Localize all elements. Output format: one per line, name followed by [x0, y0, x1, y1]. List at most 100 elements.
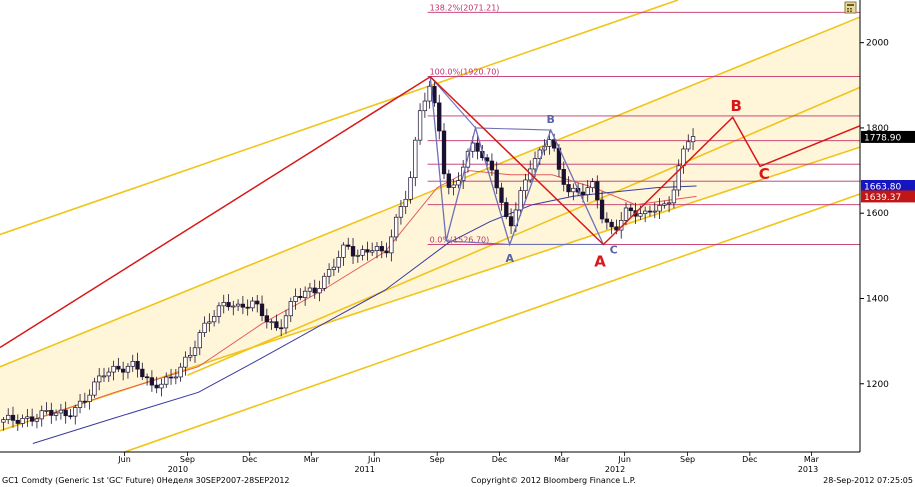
candle-body	[192, 347, 198, 356]
x-month-label: Mar	[304, 455, 320, 464]
candle-body	[326, 269, 332, 277]
candle-body	[34, 418, 40, 422]
candle-body	[403, 198, 408, 207]
candle-body	[130, 360, 135, 367]
footer-center: Copyright© 2012 Bloomberg Finance L.P.	[471, 476, 636, 485]
x-month-label: Dec	[242, 455, 257, 464]
y-tick-label: 1400	[866, 294, 889, 304]
candle-body	[264, 315, 269, 323]
blue-wave-segment	[446, 240, 510, 246]
candle-body	[298, 295, 303, 298]
x-month-label: Mar	[554, 455, 570, 464]
x-month-label: Jun	[617, 455, 631, 464]
candle-body	[350, 246, 356, 257]
candle-body	[53, 412, 59, 416]
candle-body	[30, 416, 35, 422]
fib-level-label: 138.2%(2071.21)	[430, 3, 500, 12]
candle-body	[614, 226, 619, 231]
candle-body	[15, 419, 20, 424]
candle-body	[341, 244, 346, 258]
candle-body	[135, 360, 140, 370]
candle-body	[662, 203, 667, 206]
red-wave-label: A	[594, 253, 606, 271]
red-wave-label: C	[759, 165, 770, 183]
candle-body	[274, 321, 279, 329]
candle-body	[44, 410, 49, 412]
candle-body	[657, 204, 662, 212]
candle-body	[87, 394, 92, 402]
candle-body	[647, 210, 653, 213]
price-tag-box	[861, 130, 915, 143]
candle-body	[599, 199, 605, 220]
candle-body	[552, 139, 557, 149]
channel-line-outer-upper	[0, 0, 679, 236]
candle-body	[671, 189, 677, 204]
candle-body	[279, 327, 284, 330]
candle-body	[355, 254, 360, 257]
candle-body	[532, 158, 538, 170]
candle-body	[144, 376, 150, 379]
candle-body	[73, 407, 78, 417]
blue-wave-path	[429, 76, 604, 247]
candle-body	[231, 305, 236, 308]
candle-body	[365, 249, 370, 253]
candle-body	[168, 376, 174, 379]
candle-body	[111, 365, 116, 373]
candle-body	[623, 207, 629, 221]
candle-body	[638, 213, 643, 217]
x-month-label: Jun	[367, 455, 381, 464]
candle-body	[39, 410, 44, 420]
calculator-icon[interactable]	[844, 1, 857, 14]
candle-body	[686, 141, 691, 150]
candle-body	[609, 221, 614, 228]
candle-body	[154, 384, 159, 389]
candle-body	[504, 202, 509, 217]
candle-body	[302, 290, 308, 298]
candle-body	[374, 246, 380, 251]
candle-body	[240, 303, 246, 308]
x-tick-layer: Jun Sep Dec Mar Jun Sep Dec Mar Jun Sep Dec Mar 2010…	[117, 452, 820, 474]
price-tag-box	[861, 190, 915, 203]
candle-body	[652, 210, 657, 213]
x-month-label: Mar	[804, 455, 820, 464]
candle-body	[571, 187, 576, 193]
candle-body	[245, 306, 250, 309]
candle-body	[422, 100, 428, 112]
x-month-label: Dec	[742, 455, 757, 464]
blue-wave-segment	[429, 76, 476, 129]
candle-body	[331, 266, 337, 270]
candle-body	[235, 303, 241, 307]
candle-body	[121, 368, 126, 373]
channel-line-outer-lower	[124, 193, 861, 453]
candle-body	[140, 368, 145, 378]
red-wave-layer: A B C	[0, 75, 861, 349]
candle-body	[494, 169, 499, 189]
candle-body	[643, 210, 648, 215]
fib-level-label: 100.0%(1920.70)	[430, 67, 500, 76]
candle-body	[590, 181, 595, 189]
y-tick-label: 2000	[866, 39, 889, 49]
fibonacci-layer: 138.2%(2071.21) 100.0%(1920.70) 0.0%(1526.…	[427, 3, 860, 245]
candle-body	[690, 136, 696, 143]
candle-body	[207, 321, 212, 324]
channel-fill	[0, 17, 860, 431]
candle-body	[312, 287, 317, 294]
candle-body	[6, 414, 11, 420]
blue-wave-label: A	[505, 252, 514, 265]
candle-body	[221, 302, 226, 307]
candle-body	[197, 332, 202, 349]
candle-body	[49, 410, 54, 416]
red-wave-label: B	[730, 97, 741, 115]
y-tick-layer: 1200 1400 1600 1800 2000	[860, 39, 889, 390]
candle-body	[116, 365, 121, 370]
candle-body	[437, 102, 442, 132]
y-tick-label: 1600	[866, 209, 889, 219]
price-tag-label: 1663.80	[864, 183, 901, 193]
channel-layer	[0, 0, 861, 453]
candle-body	[676, 165, 681, 191]
candle-body	[283, 315, 289, 329]
x-year-label: 2010	[168, 465, 188, 474]
candle-body	[446, 173, 451, 188]
